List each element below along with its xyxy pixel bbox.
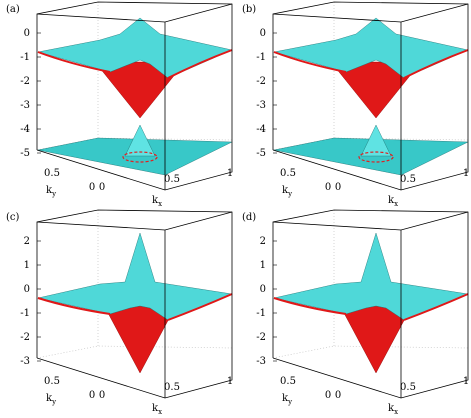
ky-tick-label: 0.5 xyxy=(44,376,60,387)
surface-edge-red xyxy=(273,49,469,79)
upper-cone-red xyxy=(94,61,186,119)
kx-tick-label: 1 xyxy=(227,376,233,387)
panel-label: (d) xyxy=(242,212,256,223)
ky-tick-label: 0.5 xyxy=(280,376,296,387)
ring xyxy=(358,151,394,163)
kx-tick-label: 0.5 xyxy=(400,174,416,185)
label-sub: y xyxy=(51,190,56,198)
z-tick-label: -1 xyxy=(256,52,266,63)
ky-tick-label: 0 xyxy=(89,182,95,193)
kx-tick-label: 0.5 xyxy=(400,382,416,393)
label-sub: y xyxy=(287,398,292,406)
y-axis-label: ky xyxy=(282,185,292,198)
z-tick-label: -2 xyxy=(256,76,266,87)
z-tick-label: 0 xyxy=(24,284,30,295)
label-sub: x xyxy=(394,200,398,208)
z-tick-label: -2 xyxy=(256,332,266,343)
kx-tick-label: 1 xyxy=(463,376,469,387)
lower-cone xyxy=(124,124,156,157)
ky-tick-label: 0.5 xyxy=(44,168,60,179)
z-tick-label: -3 xyxy=(20,100,30,111)
label-base: k xyxy=(282,185,289,196)
label-base: k xyxy=(46,185,53,196)
z-tick-label: -2 xyxy=(20,332,30,343)
label-sub: x xyxy=(158,408,162,414)
label-base: k xyxy=(282,393,289,404)
box-front xyxy=(36,3,233,23)
z-tick-label: -1 xyxy=(20,52,30,63)
z-tick-label: -5 xyxy=(256,148,266,159)
z-tick-label: -3 xyxy=(256,356,266,367)
ky-tick-label: 0 xyxy=(325,182,331,193)
z-tick-label: -3 xyxy=(20,356,30,367)
panel-label: (a) xyxy=(6,4,20,15)
z-tick-label: -2 xyxy=(20,76,30,87)
z-tick-label: -4 xyxy=(256,124,266,135)
z-tick-label: 2 xyxy=(24,236,30,247)
y-axis-label: ky xyxy=(46,185,56,198)
kx-tick-label: 0 xyxy=(335,390,341,401)
upper-cone-red xyxy=(330,61,422,119)
z-tick-label: 1 xyxy=(24,260,30,271)
x-axis-label: kx xyxy=(388,403,398,414)
label-base: k xyxy=(46,393,53,404)
z-tick-label: 0 xyxy=(24,28,30,39)
ring xyxy=(122,151,158,163)
z-tick-label: -5 xyxy=(20,148,30,159)
box-front xyxy=(272,3,469,23)
ky-tick-label: 0 xyxy=(325,390,331,401)
lower-cone xyxy=(360,124,392,157)
label-base: k xyxy=(388,403,395,414)
surface-edge-red xyxy=(273,293,469,321)
x-axis-label: kx xyxy=(152,403,162,414)
kx-tick-label: 0.5 xyxy=(164,382,180,393)
kx-tick-label: 0 xyxy=(335,182,341,193)
y-axis-label: ky xyxy=(282,393,292,406)
label-sub: x xyxy=(158,200,162,208)
panel-label: (b) xyxy=(242,4,256,15)
surface-edge-red xyxy=(37,49,233,79)
y-axis-label: ky xyxy=(46,393,56,406)
label-sub: y xyxy=(51,398,56,406)
z-tick-label: 2 xyxy=(260,236,266,247)
label-base: k xyxy=(152,403,159,414)
kx-tick-label: 1 xyxy=(227,168,233,179)
z-tick-label: -3 xyxy=(256,100,266,111)
z-tick-label: 0 xyxy=(260,28,266,39)
z-tick-label: 0 xyxy=(260,284,266,295)
box-front xyxy=(272,211,469,231)
panel-label: (c) xyxy=(6,212,20,223)
box-front xyxy=(36,211,233,231)
surface-edge-red xyxy=(37,293,233,321)
ky-tick-label: 0 xyxy=(89,390,95,401)
kx-tick-label: 1 xyxy=(463,168,469,179)
x-axis-label: kx xyxy=(152,195,162,208)
z-tick-label: 1 xyxy=(260,260,266,271)
label-base: k xyxy=(388,195,395,206)
ky-tick-label: 0.5 xyxy=(280,168,296,179)
kx-tick-label: 0 xyxy=(99,182,105,193)
label-sub: y xyxy=(287,190,292,198)
z-tick-label: -1 xyxy=(256,308,266,319)
z-tick-label: -1 xyxy=(20,308,30,319)
label-base: k xyxy=(152,195,159,206)
kx-tick-label: 0.5 xyxy=(164,174,180,185)
z-tick-label: -4 xyxy=(20,124,30,135)
label-sub: x xyxy=(394,408,398,414)
x-axis-label: kx xyxy=(388,195,398,208)
kx-tick-label: 0 xyxy=(99,390,105,401)
